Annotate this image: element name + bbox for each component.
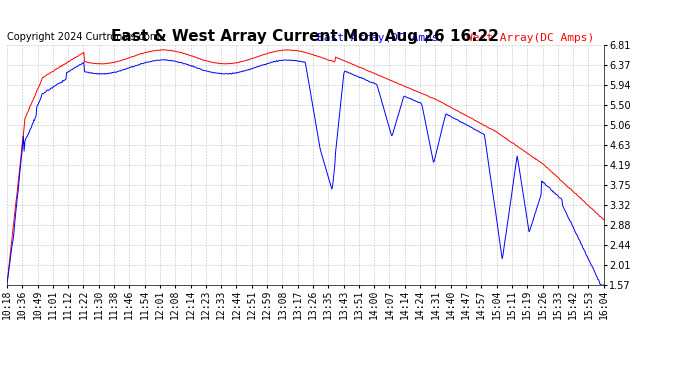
Text: West Array(DC Amps): West Array(DC Amps) <box>466 33 595 43</box>
Title: East & West Array Current Mon Aug 26 16:22: East & West Array Current Mon Aug 26 16:… <box>111 29 500 44</box>
Text: Copyright 2024 Curtronics.com: Copyright 2024 Curtronics.com <box>7 32 159 42</box>
Text: East Array(DC Amps): East Array(DC Amps) <box>317 33 446 43</box>
